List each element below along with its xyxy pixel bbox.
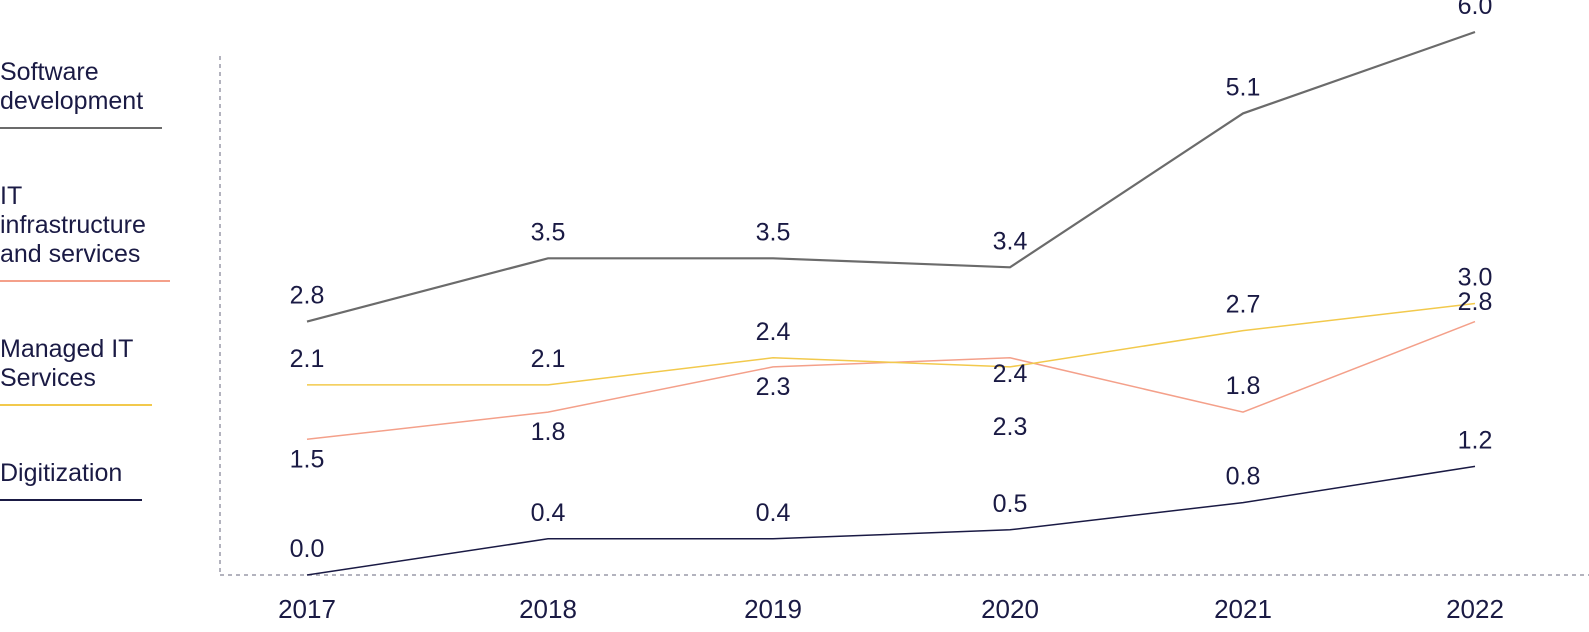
data-label: 0.4: [756, 499, 791, 527]
legend-label-line: and services: [0, 240, 140, 268]
data-label: 1.8: [531, 418, 566, 446]
legend-label-line: Software: [0, 58, 99, 86]
data-label: 2.3: [756, 373, 791, 401]
data-label: 2.4: [756, 318, 791, 346]
data-labels: 2.8 3.5 3.5 3.4 5.1 6.0 1.5 1.8 2.3 2.4 1.8 2.8 2.1 2…: [290, 0, 1493, 563]
x-tick-label: 2018: [519, 594, 577, 624]
legend-item-4: Digitization: [0, 459, 142, 501]
data-label: 6.0: [1458, 0, 1493, 20]
legend-label-line: infrastructure: [0, 211, 146, 239]
x-tick-labels: 2017 2018 2019 2020 2021 2022: [278, 594, 1504, 624]
series-lines: [306, 30, 1476, 576]
data-label: 2.8: [290, 282, 325, 310]
data-label: 3.0: [1458, 264, 1493, 292]
legend-label-line: development: [0, 87, 143, 115]
data-label: 5.1: [1226, 73, 1261, 101]
data-label: 2.1: [290, 345, 325, 373]
data-label: 1.2: [1458, 426, 1493, 454]
x-tick-label: 2022: [1446, 594, 1504, 624]
x-tick-label: 2017: [278, 594, 336, 624]
legend-label-line: Digitization: [0, 459, 122, 487]
data-label: 2.8: [1458, 288, 1493, 316]
data-label: 1.5: [290, 445, 325, 473]
legend-label-line: Managed IT: [0, 335, 133, 363]
data-label: 0.0: [290, 535, 325, 563]
x-tick-label: 2020: [981, 594, 1039, 624]
data-label: 3.4: [993, 227, 1028, 255]
legend-label-line: Services: [0, 364, 96, 392]
data-label: 0.4: [531, 499, 566, 527]
series-line-3: [307, 302, 1476, 386]
series-line-1: [306, 30, 1476, 323]
data-label: 2.3: [993, 413, 1028, 441]
data-label: 2.1: [531, 345, 566, 373]
data-label: 1.8: [1226, 372, 1261, 400]
series-line-4: [306, 465, 1476, 576]
x-tick-label: 2021: [1214, 594, 1272, 624]
x-tick-label: 2019: [744, 594, 802, 624]
data-label: 2.7: [1226, 291, 1261, 319]
data-label: 3.5: [756, 218, 791, 246]
data-label: 3.5: [531, 218, 566, 246]
legend-label-line: IT: [0, 182, 22, 210]
data-label: 0.5: [993, 490, 1028, 518]
data-label: 0.8: [1226, 463, 1261, 491]
series-line-2: [306, 320, 1476, 441]
data-label: 2.4: [993, 360, 1028, 388]
